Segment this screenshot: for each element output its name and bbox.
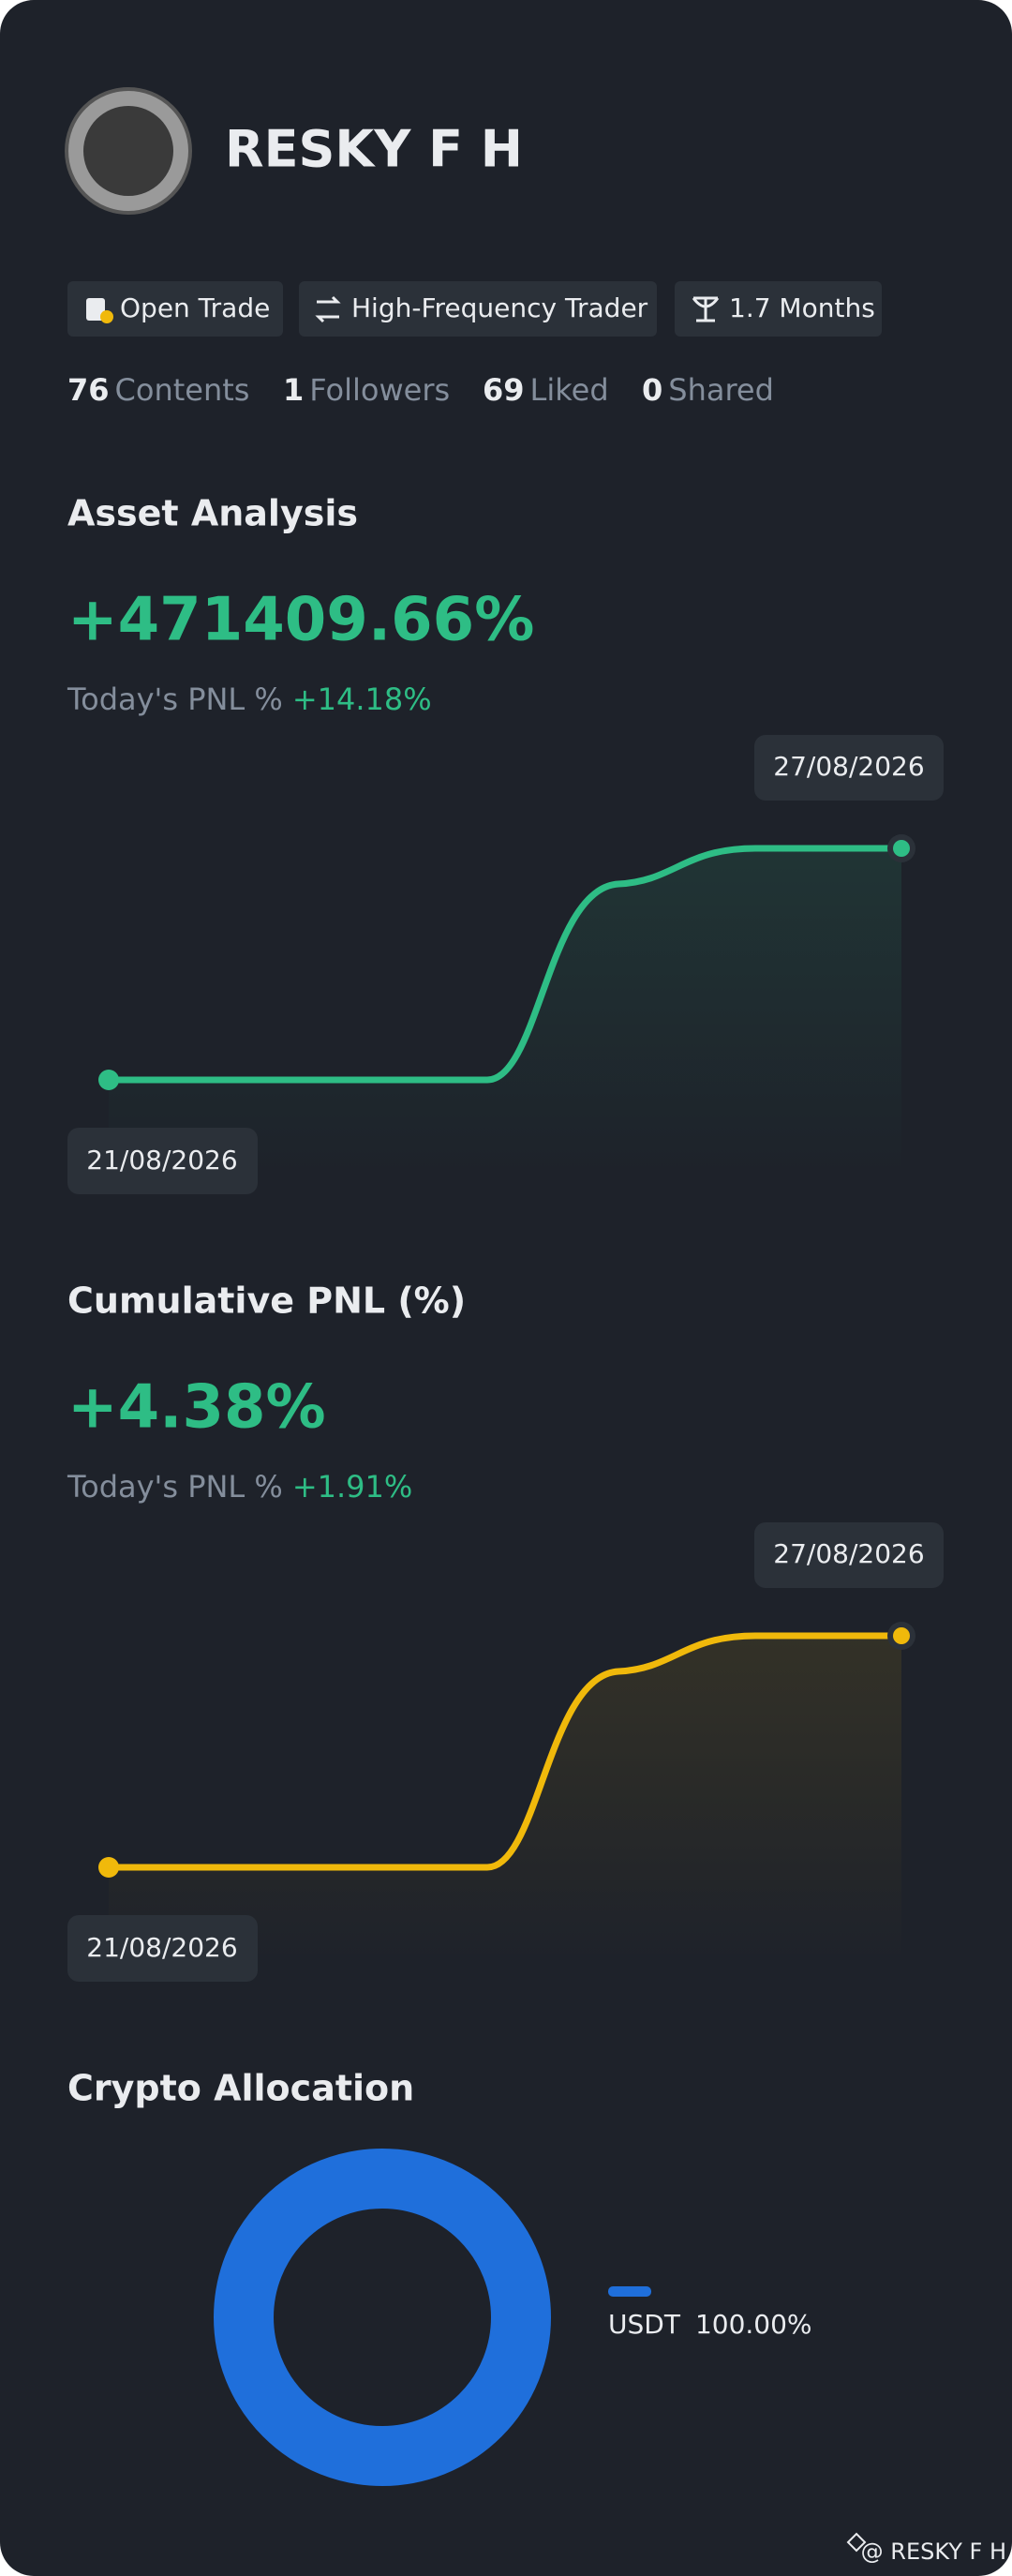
tag-label: 1.7 Months	[729, 292, 875, 323]
start-dot	[98, 1070, 119, 1090]
logo	[846, 2532, 867, 2553]
asset-section: Asset Analysis +471409.66% Today's PNL % +1…	[67, 493, 944, 1194]
start-date: 21/08/2026	[86, 1932, 237, 1963]
tag-label: Open Trade	[120, 292, 270, 323]
section-title: Cumulative PNL (%)	[67, 1281, 466, 1322]
tag-label: High-Frequency Trader	[351, 292, 648, 323]
tag-icon	[315, 295, 341, 323]
tags: Open Trade High-Frequency Trader 1.7 Mon…	[67, 281, 882, 337]
today-label: Today's PNL %	[67, 1469, 283, 1505]
start-date: 21/08/2026	[86, 1145, 237, 1176]
section-title: Asset Analysis	[67, 493, 358, 534]
stat-count: 0	[642, 372, 662, 408]
today-value: +1.91%	[292, 1469, 412, 1505]
stat-label: Shared	[668, 372, 774, 408]
date-tag	[754, 1522, 944, 1588]
area	[109, 1636, 901, 1964]
tag[interactable]	[675, 281, 882, 337]
today-label: Today's PNL %	[67, 681, 283, 717]
area	[109, 848, 901, 1176]
legend-name: USDT	[608, 2309, 681, 2340]
profile-name: RESKY F H	[225, 120, 523, 179]
headline-value: +4.38%	[67, 1373, 326, 1443]
curve	[105, 1632, 905, 1871]
legend-entry: USDT 100.00%	[608, 2309, 812, 2340]
donut-segment[interactable]	[214, 2149, 551, 2486]
stat-count: 76	[67, 372, 110, 408]
end-date: 27/08/2026	[773, 1538, 924, 1569]
stat-label: Followers	[309, 372, 450, 408]
stat-label: Contents	[115, 372, 250, 408]
today-pnl: Today's PNL % +1.91%	[67, 1469, 412, 1505]
date-tag	[67, 1915, 258, 1982]
stat-count: 1	[283, 372, 304, 408]
curve	[105, 845, 905, 1084]
headline-value: +471409.66%	[67, 586, 534, 655]
stat-count: 69	[483, 372, 525, 408]
legend-swatch	[608, 2286, 651, 2297]
tag-icon	[692, 296, 720, 322]
section-title: Crypto Allocation	[67, 2068, 414, 2109]
end-dot	[893, 840, 910, 857]
today-pnl: Today's PNL % +14.18%	[67, 681, 432, 717]
today-value: +14.18%	[292, 681, 432, 717]
end-date: 27/08/2026	[773, 751, 924, 782]
date-tag	[754, 735, 944, 801]
stat-label: Liked	[530, 372, 609, 408]
end-dot	[893, 1627, 910, 1644]
tag[interactable]	[67, 281, 283, 337]
avatar-inner	[83, 106, 173, 196]
start-dot	[98, 1857, 119, 1878]
stats: 76 Contents 1 Followers 69 Liked 0 Shared	[67, 372, 774, 408]
watermark: @ RESKY F H	[861, 2539, 1006, 2565]
cumulative-section: Cumulative PNL (%) +4.38% Today's PNL % +1.…	[67, 1281, 944, 1982]
date-tag	[67, 1128, 258, 1194]
tag-icon	[86, 298, 105, 321]
tag-icon	[100, 310, 113, 323]
tag[interactable]	[299, 281, 657, 337]
legend-value: 100.00%	[695, 2309, 812, 2340]
